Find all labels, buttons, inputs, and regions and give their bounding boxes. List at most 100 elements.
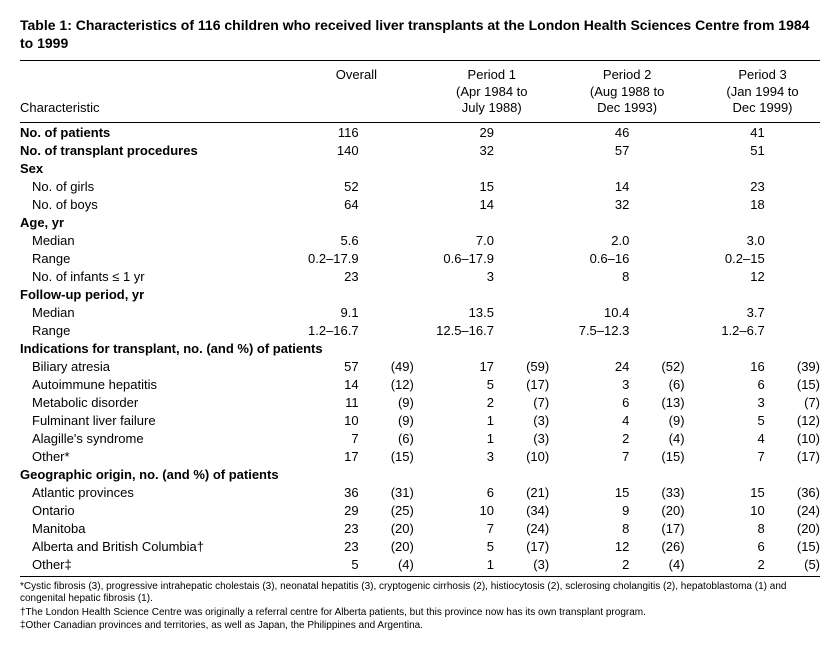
cell-value: 7.5–12.3 <box>570 321 636 339</box>
cell-n: 7 <box>705 447 771 465</box>
row-label: Median <box>20 231 299 249</box>
cell-pct: (9) <box>635 411 684 429</box>
cell-value: 14 <box>434 195 500 213</box>
characteristics-table: Characteristic Overall Period 1 (Apr 198… <box>20 60 820 576</box>
col-characteristic: Characteristic <box>20 61 299 123</box>
row-label: Fulminant liver failure <box>20 411 299 429</box>
cell-pct: (7) <box>500 393 549 411</box>
cell-value: 3.0 <box>705 231 771 249</box>
cell-pct: (15) <box>635 447 684 465</box>
cell-value: 64 <box>299 195 365 213</box>
row-label: No. of transplant procedures <box>20 141 299 159</box>
table-body: No. of patients116294641No. of transplan… <box>20 123 820 577</box>
cell-n: 14 <box>299 375 365 393</box>
cell-n: 24 <box>570 357 636 375</box>
cell-value: 12.5–16.7 <box>434 321 500 339</box>
cell-value: 5.6 <box>299 231 365 249</box>
cell-pct: (13) <box>635 393 684 411</box>
cell-pct: (9) <box>365 411 414 429</box>
cell-value: 15 <box>434 177 500 195</box>
cell-pct: (52) <box>635 357 684 375</box>
cell-pct: (20) <box>365 519 414 537</box>
row-label: Range <box>20 249 299 267</box>
cell-n: 7 <box>299 429 365 447</box>
cell-pct: (36) <box>771 483 820 501</box>
cell-value: 18 <box>705 195 771 213</box>
cell-pct: (5) <box>771 555 820 576</box>
cell-n: 5 <box>434 537 500 555</box>
col-period1: Period 1 (Apr 1984 to July 1988) <box>434 61 549 123</box>
row-label: Autoimmune hepatitis <box>20 375 299 393</box>
cell-value: 0.2–17.9 <box>299 249 365 267</box>
cell-pct: (4) <box>635 555 684 576</box>
cell-n: 23 <box>299 537 365 555</box>
section-header: Follow-up period, yr <box>20 285 820 303</box>
cell-n: 6 <box>570 393 636 411</box>
cell-value: 1.2–16.7 <box>299 321 365 339</box>
cell-pct: (31) <box>365 483 414 501</box>
cell-n: 10 <box>705 501 771 519</box>
cell-value: 32 <box>570 195 636 213</box>
cell-value: 32 <box>434 141 500 159</box>
col-overall: Overall <box>299 61 414 123</box>
cell-pct: (33) <box>635 483 684 501</box>
cell-pct: (4) <box>635 429 684 447</box>
row-label: No. of infants ≤ 1 yr <box>20 267 299 285</box>
row-label: Manitoba <box>20 519 299 537</box>
cell-n: 11 <box>299 393 365 411</box>
cell-value: 3.7 <box>705 303 771 321</box>
cell-pct: (6) <box>365 429 414 447</box>
cell-pct: (24) <box>500 519 549 537</box>
cell-n: 29 <box>299 501 365 519</box>
section-header: Geographic origin, no. (and %) of patien… <box>20 465 820 483</box>
cell-n: 17 <box>299 447 365 465</box>
cell-value: 3 <box>434 267 500 285</box>
cell-n: 12 <box>570 537 636 555</box>
cell-n: 3 <box>434 447 500 465</box>
row-label: Alberta and British Columbia† <box>20 537 299 555</box>
cell-pct: (10) <box>500 447 549 465</box>
cell-n: 1 <box>434 555 500 576</box>
cell-pct: (12) <box>771 411 820 429</box>
cell-n: 15 <box>570 483 636 501</box>
cell-pct: (10) <box>771 429 820 447</box>
cell-n: 9 <box>570 501 636 519</box>
cell-pct: (26) <box>635 537 684 555</box>
row-label: No. of girls <box>20 177 299 195</box>
cell-n: 5 <box>434 375 500 393</box>
row-label: Ontario <box>20 501 299 519</box>
cell-pct: (17) <box>500 537 549 555</box>
cell-pct: (59) <box>500 357 549 375</box>
cell-value: 1.2–6.7 <box>705 321 771 339</box>
cell-value: 0.6–17.9 <box>434 249 500 267</box>
cell-value: 2.0 <box>570 231 636 249</box>
cell-value: 9.1 <box>299 303 365 321</box>
cell-pct: (17) <box>635 519 684 537</box>
cell-value: 140 <box>299 141 365 159</box>
cell-value: 116 <box>299 123 365 142</box>
cell-n: 15 <box>705 483 771 501</box>
cell-n: 10 <box>434 501 500 519</box>
cell-pct: (17) <box>771 447 820 465</box>
cell-pct: (39) <box>771 357 820 375</box>
cell-pct: (15) <box>771 537 820 555</box>
cell-pct: (3) <box>500 555 549 576</box>
cell-pct: (4) <box>365 555 414 576</box>
cell-value: 51 <box>705 141 771 159</box>
row-label: Range <box>20 321 299 339</box>
row-label: Biliary atresia <box>20 357 299 375</box>
cell-n: 7 <box>434 519 500 537</box>
cell-pct: (6) <box>635 375 684 393</box>
cell-n: 36 <box>299 483 365 501</box>
cell-n: 57 <box>299 357 365 375</box>
cell-n: 2 <box>434 393 500 411</box>
cell-n: 5 <box>705 411 771 429</box>
cell-pct: (20) <box>635 501 684 519</box>
cell-n: 1 <box>434 429 500 447</box>
cell-n: 16 <box>705 357 771 375</box>
row-label: Alagille's syndrome <box>20 429 299 447</box>
cell-value: 0.6–16 <box>570 249 636 267</box>
cell-pct: (34) <box>500 501 549 519</box>
cell-n: 8 <box>705 519 771 537</box>
cell-pct: (12) <box>365 375 414 393</box>
